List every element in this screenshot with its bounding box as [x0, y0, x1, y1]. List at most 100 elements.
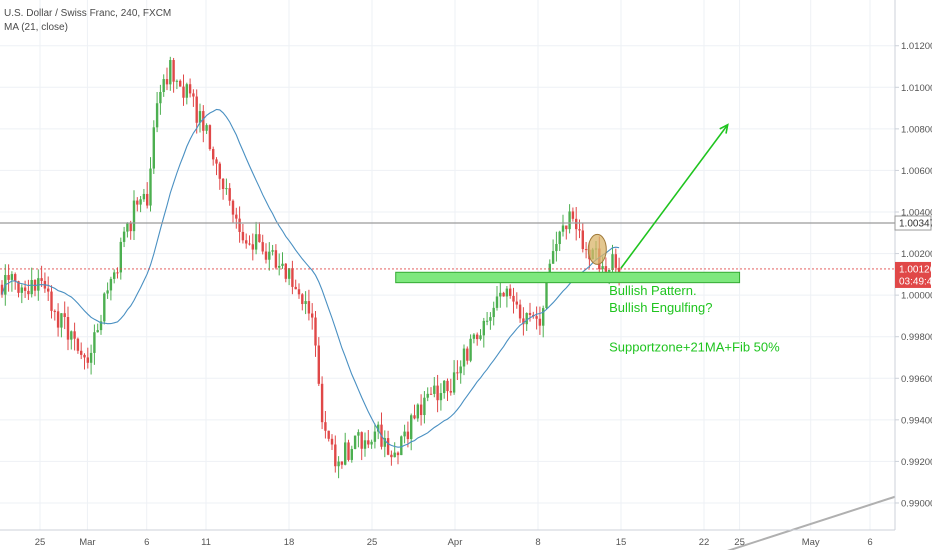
level-label-text: 1.00347 [899, 219, 932, 230]
candle-body [317, 345, 320, 384]
candle-body [155, 103, 159, 128]
candle-body [439, 393, 443, 401]
candle-body [370, 441, 373, 445]
annotation-line-3: Supportzone+21MA+Fib 50% [609, 339, 780, 354]
candle-body [396, 452, 400, 456]
candle-body [129, 222, 132, 232]
candle-body [535, 316, 538, 319]
time-tick-label: Mar [79, 537, 95, 548]
annotation-text[interactable]: Bullish Pattern. Bullish Engulfing? Supp… [609, 283, 780, 354]
candle-body [353, 435, 357, 449]
price-tick-label: 1.01200 [901, 41, 932, 52]
candle-body [525, 313, 528, 325]
price-tick-label: 0.99800 [901, 332, 932, 343]
candle-body [561, 225, 565, 232]
candle-body [248, 243, 251, 245]
candle-body [202, 111, 205, 131]
time-tick-label: 15 [616, 537, 627, 548]
candle-body [456, 372, 459, 374]
time-tick-label: 22 [699, 537, 710, 548]
candle-body [452, 372, 456, 393]
candle-body [383, 438, 386, 447]
arrow-shaft [620, 124, 729, 269]
candle-body [132, 200, 136, 232]
candle-body [271, 250, 274, 252]
candle-body [165, 79, 169, 85]
trendline[interactable] [727, 495, 896, 552]
candle-body [426, 393, 429, 398]
bullish-arrow[interactable] [620, 123, 729, 269]
candle-body [410, 415, 413, 440]
chart-title[interactable]: U.S. Dollar / Swiss Franc, 240, FXCM [4, 8, 172, 19]
candle-body [499, 292, 502, 297]
candle-body [172, 60, 175, 82]
candle-body [555, 244, 558, 252]
candle-body [479, 335, 482, 340]
engulfing-marker-circle[interactable] [587, 233, 607, 265]
support-zone[interactable] [395, 271, 741, 284]
candle-body [367, 440, 370, 445]
candle-body [558, 231, 561, 245]
annotation-line-2: Bullish Engulfing? [609, 300, 712, 315]
price-tick-label: 1.00000 [901, 291, 932, 302]
indicator-legend[interactable]: MA (21, close) [4, 22, 68, 33]
candle-body [485, 320, 489, 322]
candle-body [518, 304, 522, 319]
candle-body [528, 313, 532, 315]
candle-body [218, 163, 221, 179]
candle-body [324, 422, 327, 431]
candle-body [66, 317, 70, 340]
candle-body [109, 278, 113, 291]
candle-body [449, 391, 452, 393]
candle-body [268, 251, 271, 260]
candle-body [568, 211, 571, 230]
candle-body [205, 125, 208, 131]
candle-body [99, 321, 103, 331]
candle-body [565, 225, 568, 230]
candle-body [446, 380, 449, 392]
level-price-label: 1.00347 [894, 215, 932, 231]
candle-body [386, 438, 390, 455]
price-tick-label: 1.00600 [901, 166, 932, 177]
candle-body [462, 348, 466, 367]
candle-body [86, 357, 89, 363]
candle-body [251, 244, 254, 250]
time-tick-label: Apr [448, 537, 463, 548]
candle-body [459, 366, 462, 374]
candle-body [261, 242, 264, 252]
candle-body [311, 313, 314, 318]
candle-body [235, 214, 238, 219]
candle-body [80, 350, 83, 355]
candle-body [208, 125, 212, 150]
candle-body [14, 274, 17, 282]
candle-body [10, 274, 14, 280]
price-tick-label: 1.00400 [901, 208, 932, 219]
candle-body [198, 111, 202, 123]
candle-body [314, 317, 317, 346]
candle-body [406, 431, 410, 440]
candle-body [542, 308, 545, 326]
candle-body [23, 287, 27, 291]
time-axis[interactable]: 25 Mar 6 11 18 25 Apr 8 15 22 25 May 6 [35, 537, 873, 548]
candle-body [340, 461, 344, 465]
candle-body [56, 311, 60, 328]
candle-body [53, 310, 56, 312]
candle-body [188, 84, 192, 94]
candle-body [377, 424, 380, 432]
candle-body [162, 79, 165, 92]
candle-body [403, 431, 406, 437]
price-axis[interactable]: 1.01200 1.01000 1.00800 1.00600 1.00400 1.002… [895, 41, 932, 509]
candle-body [106, 290, 109, 294]
candle-body [60, 313, 63, 328]
price-tick-label: 0.99200 [901, 457, 932, 468]
candle-body [419, 404, 423, 416]
price-tick-label: 0.99400 [901, 415, 932, 426]
candle-body [611, 254, 614, 270]
candle-body [96, 330, 99, 333]
level-label-box [894, 215, 932, 231]
candle-body [614, 254, 617, 268]
candle-body [390, 454, 393, 458]
candle-body [482, 320, 485, 336]
